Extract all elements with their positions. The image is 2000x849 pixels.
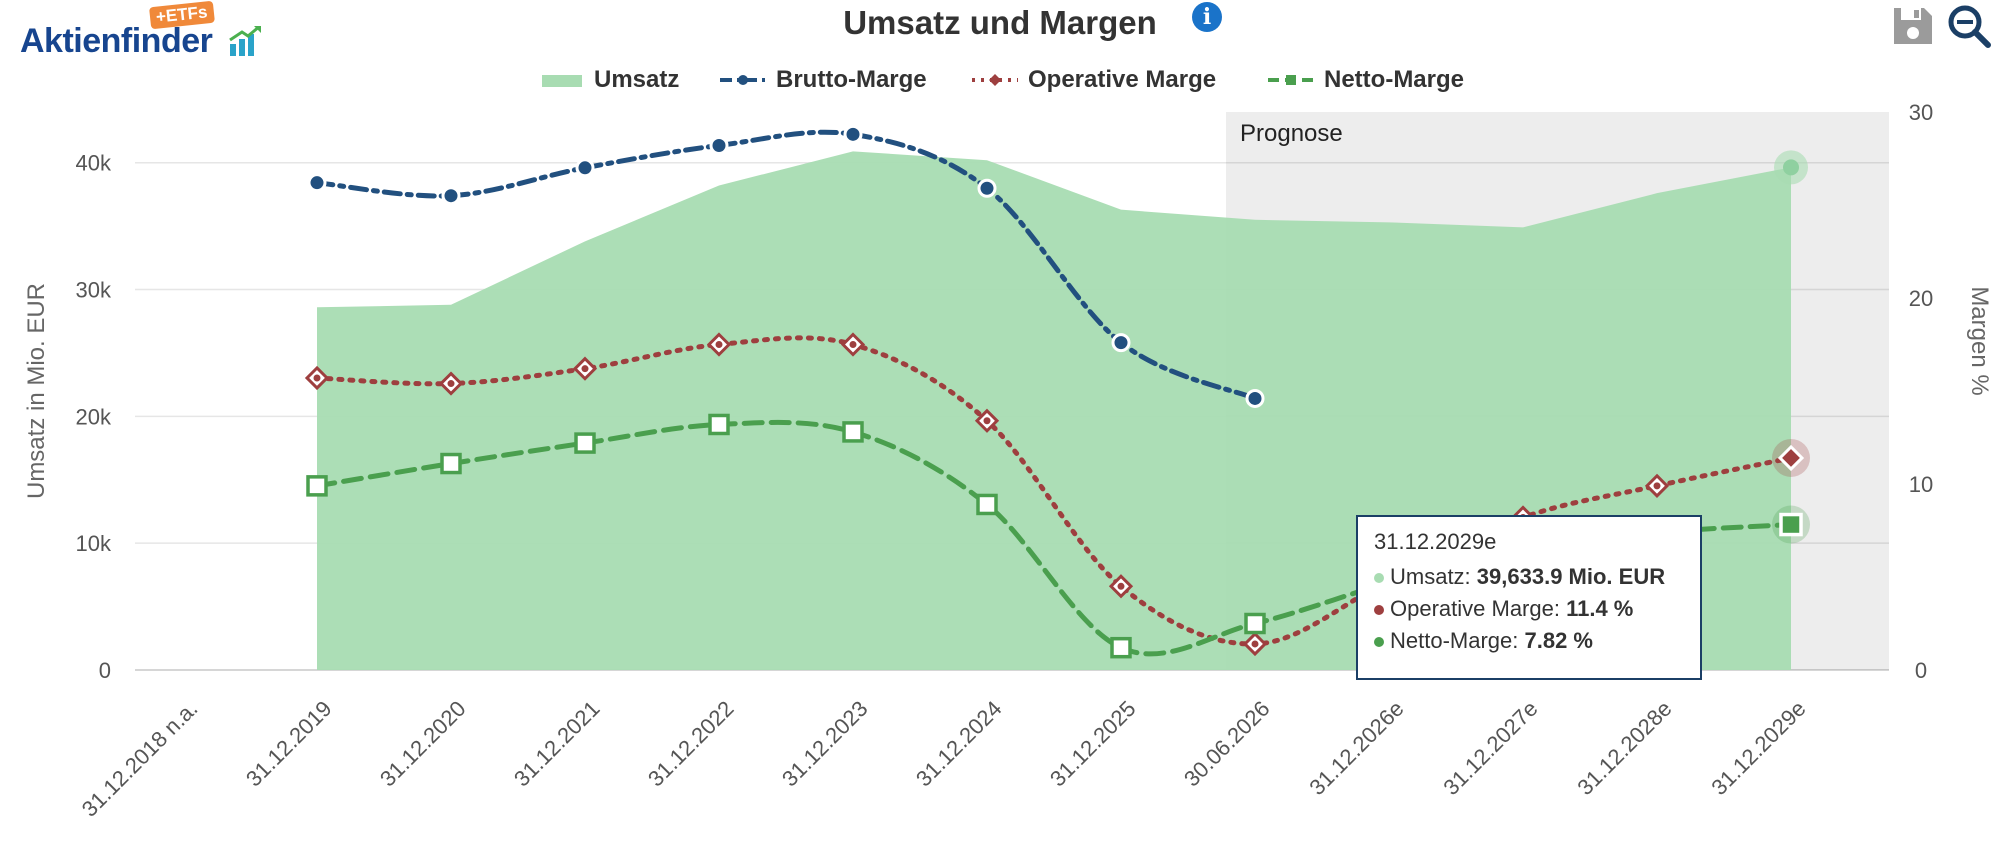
point-umsatz[interactable]: [1783, 159, 1799, 176]
point-brutto-marge[interactable]: [977, 178, 997, 198]
y2-tick-label: 0: [1915, 658, 1927, 683]
point-netto-marge[interactable]: [842, 421, 864, 443]
point-brutto-marge[interactable]: [843, 124, 863, 144]
point-netto-marge[interactable]: [1110, 636, 1132, 659]
legend-item-brutto-marge[interactable]: Brutto-Marge: [720, 62, 927, 98]
save-icon[interactable]: [1888, 2, 1938, 50]
x-tick-label: 31.12.2025: [1045, 696, 1141, 792]
tooltip-dot-netto-marge: [1374, 637, 1384, 648]
point-brutto-marge[interactable]: [709, 135, 729, 155]
zoom-out-icon[interactable]: [1944, 2, 1994, 50]
x-tick-label: 31.12.2024: [911, 696, 1007, 792]
legend-item-operative-marge[interactable]: Operative Marge: [972, 62, 1216, 98]
point-operative-marge[interactable]: [1777, 444, 1805, 472]
legend-label-umsatz: Umsatz: [594, 66, 680, 93]
point-brutto-marge[interactable]: [441, 186, 461, 206]
point-netto-marge[interactable]: [440, 452, 462, 475]
x-tick-label: 31.12.2026e: [1304, 696, 1408, 800]
x-tick-label: 31.12.2028e: [1572, 696, 1676, 800]
x-tick-label: 31.12.2027e: [1438, 696, 1542, 800]
point-brutto-marge[interactable]: [1111, 333, 1131, 353]
y2-tick-label: 20: [1909, 286, 1933, 311]
chart-title: Umsatz und Margen: [843, 4, 1157, 41]
x-tick-label: 31.12.2022: [643, 696, 739, 792]
legend-brutto-marge-symbol: [720, 75, 766, 85]
aktienfinder-logo[interactable]: Aktienfinder +ETFs: [20, 0, 261, 64]
x-tick-label: 31.12.2018 n.a.: [77, 696, 203, 822]
point-netto-marge[interactable]: [1244, 612, 1266, 635]
point-core-operative-marge: [1251, 640, 1259, 648]
logo-bars-icon: [229, 26, 261, 56]
tooltip-row-netto-marge: Netto-Marge: 7.82 %: [1374, 625, 1684, 657]
series-line-brutto-marge[interactable]: [314, 129, 1258, 401]
point-core-operative-marge: [849, 341, 857, 348]
point-core-operative-marge: [715, 341, 723, 348]
legend-umsatz-symbol: [542, 75, 582, 87]
legend-operative-marge-symbol: [972, 74, 1018, 86]
point-netto-marge[interactable]: [708, 413, 730, 436]
point-core-operative-marge: [581, 365, 589, 373]
point-brutto-marge[interactable]: [307, 173, 327, 193]
forecast-label: Prognose: [1240, 120, 1343, 147]
y2-tick-label: 30: [1909, 100, 1933, 125]
y-tick-label: 30k: [76, 278, 112, 303]
logo-text: Aktienfinder: [20, 22, 213, 60]
point-netto-marge[interactable]: [976, 493, 998, 516]
point-core-operative-marge: [447, 380, 455, 388]
tooltip-label-umsatz: Umsatz:: [1390, 564, 1477, 589]
y-tick-label: 20k: [76, 404, 112, 429]
legend-label-netto-marge: Netto-Marge: [1324, 66, 1465, 93]
tooltip-dot-umsatz: [1374, 573, 1384, 584]
point-brutto-marge[interactable]: [1245, 388, 1265, 408]
tooltip-value-umsatz: 39,633.9 Mio. EUR: [1476, 564, 1666, 589]
tooltip-date: 31.12.2029e: [1374, 529, 1497, 554]
y-tick-label: 40k: [76, 151, 112, 176]
legend-netto-marge-symbol: [1268, 75, 1314, 85]
x-tick-label: 31.12.2021: [509, 696, 605, 792]
y-tick-label: 0: [99, 658, 111, 683]
x-tick-label: 31.12.2023: [777, 696, 873, 792]
tooltip-row-umsatz: Umsatz: 39,633.9 Mio. EUR: [1374, 561, 1684, 593]
legend-label-brutto-marge: Brutto-Marge: [776, 66, 927, 93]
point-core-operative-marge: [983, 417, 991, 425]
tooltip-dot-operative-marge: [1374, 605, 1384, 616]
tooltip-row-operative-marge: Operative Marge: 11.4 %: [1374, 593, 1684, 625]
point-brutto-marge[interactable]: [575, 158, 595, 178]
x-tick-label: 31.12.2019: [241, 696, 337, 792]
y2-tick-label: 10: [1909, 472, 1933, 497]
point-core-operative-marge: [1117, 582, 1125, 590]
y-tick-label: 10k: [76, 531, 112, 556]
y2-axis-title: Margen %: [1966, 286, 1993, 395]
point-core-operative-marge: [313, 374, 321, 382]
y-axis-title: Umsatz in Mio. EUR: [23, 283, 50, 499]
point-netto-marge[interactable]: [574, 432, 596, 454]
legend-item-netto-marge[interactable]: Netto-Marge: [1268, 62, 1464, 98]
x-tick-label: 30.06.2026: [1179, 696, 1275, 792]
x-tick-label: 31.12.2020: [375, 696, 471, 792]
tooltip-label-operative-marge: Operative Marge:: [1390, 596, 1567, 621]
legend-label-operative-marge: Operative Marge: [1028, 66, 1217, 93]
point-netto-marge[interactable]: [1779, 512, 1803, 537]
x-tick-label: 31.12.2029e: [1706, 696, 1810, 800]
tooltip-label-netto-marge: Netto-Marge:: [1390, 628, 1525, 653]
info-icon[interactable]: i: [1192, 2, 1222, 32]
point-core-operative-marge: [1653, 482, 1661, 490]
tooltip: 31.12.2029e Umsatz: 39,633.9 Mio. EUR Op…: [1356, 515, 1702, 680]
legend-item-umsatz[interactable]: Umsatz: [540, 62, 679, 98]
point-netto-marge[interactable]: [306, 475, 328, 497]
tooltip-value-netto-marge: 7.82 %: [1524, 628, 1594, 653]
tooltip-value-operative-marge: 11.4 %: [1566, 596, 1634, 621]
